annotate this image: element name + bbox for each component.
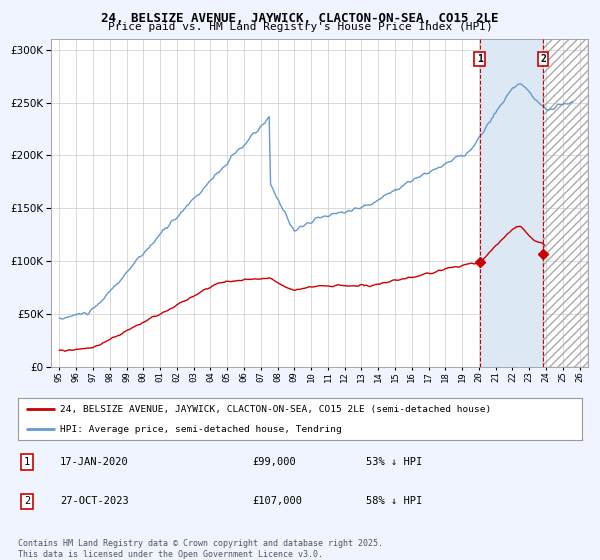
Text: 2: 2: [540, 54, 546, 64]
Bar: [479, 39, 543, 367]
Text: £107,000: £107,000: [252, 496, 302, 506]
Text: £99,000: £99,000: [252, 457, 296, 467]
Text: 27-OCT-2023: 27-OCT-2023: [60, 496, 129, 506]
Text: HPI: Average price, semi-detached house, Tendring: HPI: Average price, semi-detached house,…: [60, 424, 342, 433]
Text: 2: 2: [24, 496, 30, 506]
Text: 53% ↓ HPI: 53% ↓ HPI: [366, 457, 422, 467]
Text: 24, BELSIZE AVENUE, JAYWICK, CLACTON-ON-SEA, CO15 2LE (semi-detached house): 24, BELSIZE AVENUE, JAYWICK, CLACTON-ON-…: [60, 405, 491, 414]
Text: 1: 1: [24, 457, 30, 467]
Text: 58% ↓ HPI: 58% ↓ HPI: [366, 496, 422, 506]
Text: 24, BELSIZE AVENUE, JAYWICK, CLACTON-ON-SEA, CO15 2LE: 24, BELSIZE AVENUE, JAYWICK, CLACTON-ON-…: [101, 12, 499, 25]
Text: 17-JAN-2020: 17-JAN-2020: [60, 457, 129, 467]
Text: Price paid vs. HM Land Registry's House Price Index (HPI): Price paid vs. HM Land Registry's House …: [107, 22, 493, 32]
Text: 1: 1: [476, 54, 482, 64]
Text: Contains HM Land Registry data © Crown copyright and database right 2025.
This d: Contains HM Land Registry data © Crown c…: [18, 539, 383, 559]
